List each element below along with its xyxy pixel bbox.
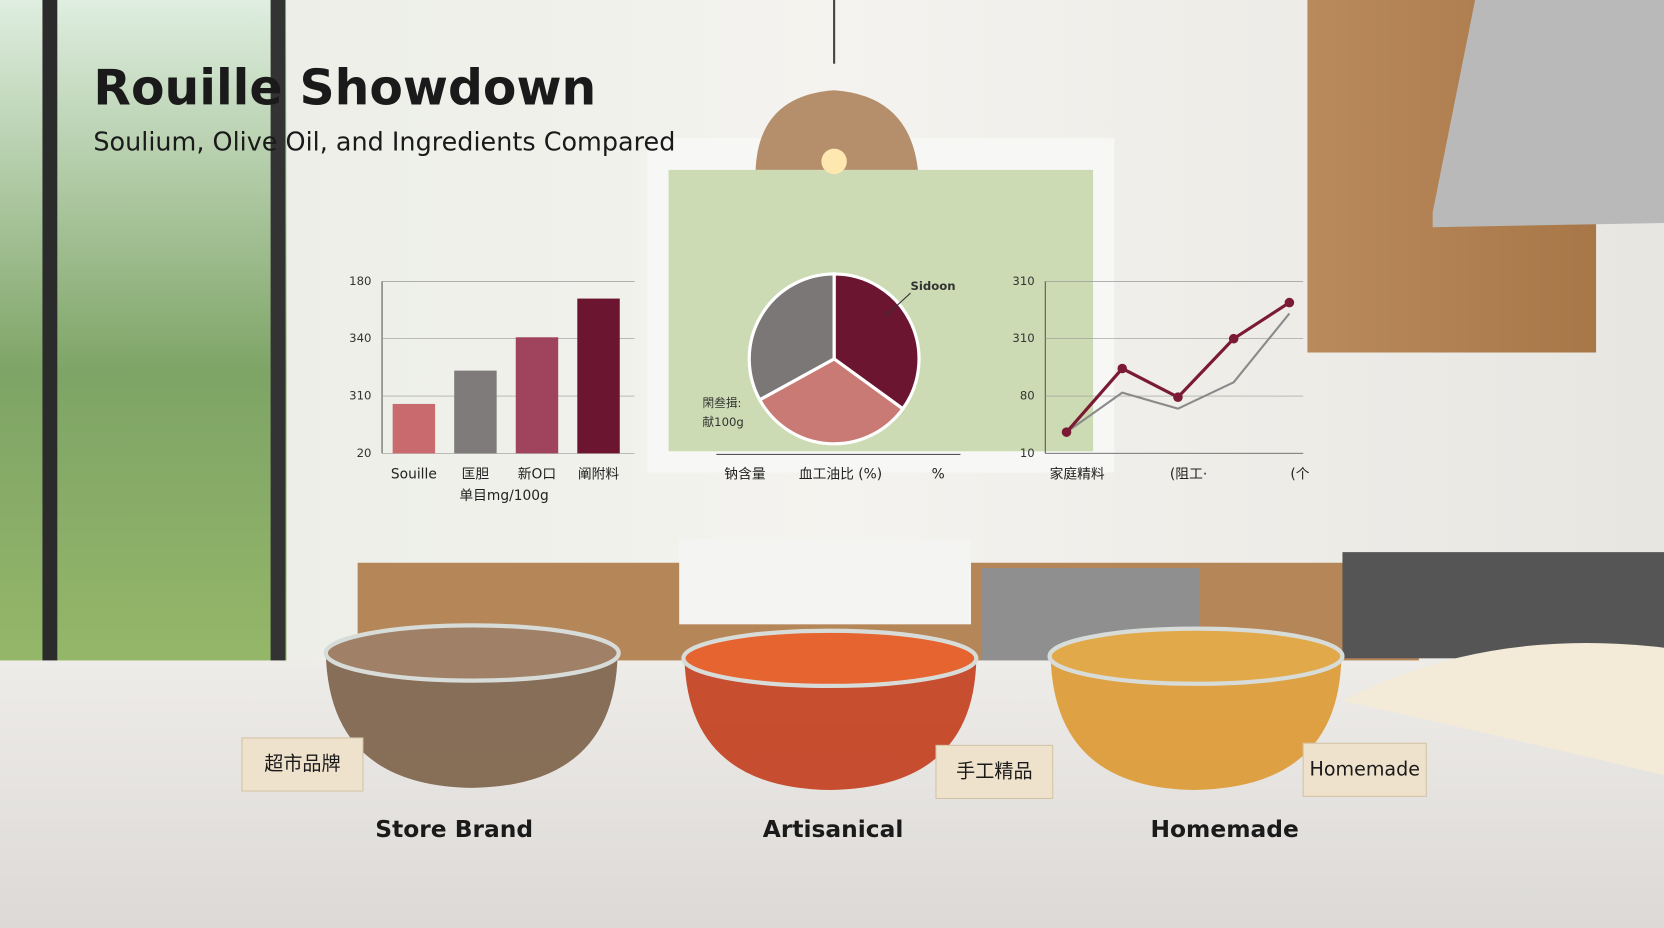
bowl-artisanal [684,658,977,790]
point [1061,427,1072,437]
y-tick-label: 310 [349,389,371,403]
y-tick-label: 180 [349,274,371,288]
y-tick-label: 20 [357,446,372,460]
stove [1342,552,1664,659]
x-tick-label: Souille [391,467,437,483]
bowl-rim [323,623,621,683]
bowl-homemade [1050,656,1342,790]
slice-label: Sidoon [911,279,956,293]
subtitle: Soulium, Olive Oil, and Ingredients Comp… [93,127,675,157]
card [1302,742,1427,797]
side-label: 閑叁揖: [703,396,742,410]
card [241,737,364,792]
door-frame [42,0,58,744]
card-label: Homemade [1309,757,1420,780]
title: Rouille Showdown [93,59,596,116]
x-tick-label: (阻工· [1170,467,1207,483]
bowl-caption: Store Brand [375,815,533,843]
axis-label: 血工油比 (%) [799,467,882,483]
sink [679,539,972,625]
leader-line [884,292,911,317]
x-axis-label: 单目mg/100g [459,488,548,504]
x-tick-label: 匡胆 [462,467,490,483]
y-tick-label: 310 [1012,274,1034,288]
y-tick-label: 10 [1020,446,1035,460]
series-line [1065,312,1291,434]
x-tick-label: 家庭精料 [1050,466,1105,483]
point [1117,363,1128,374]
point [1284,297,1295,308]
pie-slice [757,357,906,446]
pie-slice [747,272,836,402]
bowl-caption: Homemade [1150,815,1298,843]
axis-label: % [932,467,945,483]
bowls [323,623,1345,790]
x-tick-label: 阐附料 [578,467,620,483]
range-hood [1432,0,1664,228]
bowl-store [325,652,618,788]
y-tick-label: 340 [349,331,371,345]
pie-slice [832,272,921,412]
bar [515,337,559,454]
card-label: 超市品牌 [264,752,340,775]
bar [392,403,436,454]
point [1173,392,1183,402]
bowl-rim [681,628,979,689]
bar [577,298,620,454]
card [935,744,1054,799]
y-tick-label: 80 [1020,389,1035,403]
bowl-rim [1047,626,1345,686]
x-tick-label: 新O口 [518,467,556,483]
book [1342,642,1664,776]
card-label: 手工精品 [956,759,1032,782]
bowl-caption: Artisanical [763,815,904,843]
bar [454,370,497,454]
x-tick-label: (个 [1290,467,1309,483]
side-label: 献100g [703,415,744,429]
door-frame [270,0,286,680]
point [1228,333,1239,344]
y-tick-label: 310 [1012,331,1034,345]
axis-label: 钠含量 [724,467,766,483]
lamp-bulb [821,148,847,175]
pendant-lamp [755,90,918,170]
